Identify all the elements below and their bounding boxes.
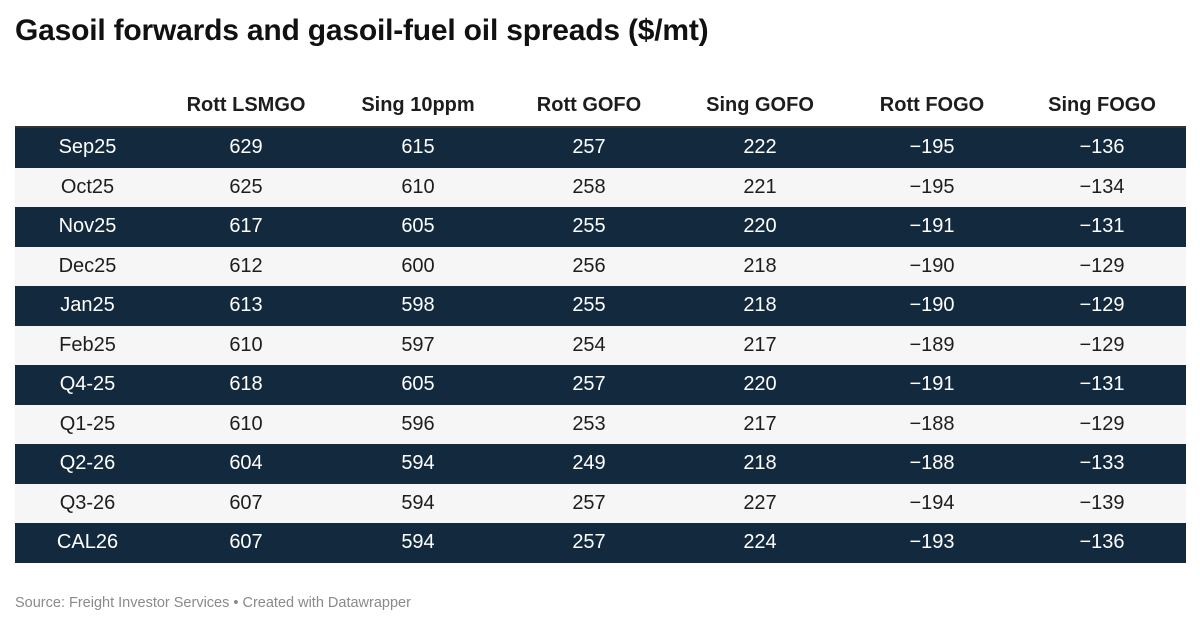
- table-cell: −191: [909, 215, 955, 238]
- table-cell: 218: [743, 452, 777, 475]
- row-label: Q2-26: [59, 452, 116, 475]
- table-cell: −193: [909, 531, 955, 554]
- table-cell: 594: [401, 491, 435, 514]
- table-cell: 612: [229, 254, 263, 277]
- table-cell: −195: [909, 175, 955, 198]
- table-cell: −194: [909, 491, 955, 514]
- table-cell: −191: [909, 373, 955, 396]
- table-cell: −129: [1079, 294, 1125, 317]
- table-cell: 217: [743, 412, 777, 435]
- table-cell: 617: [229, 215, 263, 238]
- row-label: Jan25: [60, 294, 115, 317]
- table-row: Q1-25 610 596 253 217 −188 −129: [15, 404, 1186, 444]
- table-row: Q2-26 604 594 249 218 −188 −133: [15, 444, 1186, 484]
- table-cell: −190: [909, 254, 955, 277]
- table-cell: 227: [743, 491, 777, 514]
- table-cell: 224: [743, 531, 777, 554]
- table-cell: 217: [743, 333, 777, 356]
- source-note: Source: Freight Investor Services • Crea…: [15, 595, 411, 611]
- table-cell: 255: [572, 215, 606, 238]
- table-cell: 613: [229, 294, 263, 317]
- table-cell: 257: [572, 491, 606, 514]
- table-cell: 257: [572, 373, 606, 396]
- table-row: Oct25 625 610 258 221 −195 −134: [15, 167, 1186, 207]
- table-header: Rott LSMGO Sing 10ppm Rott GOFO Sing GOFO Ro…: [15, 84, 1186, 128]
- row-label: CAL26: [56, 531, 119, 554]
- column-header: Sing GOFO: [706, 93, 814, 116]
- table-cell: 257: [572, 531, 606, 554]
- table-row: Nov25 617 605 255 220 −191 −131: [15, 207, 1186, 247]
- row-label: Oct25: [60, 175, 115, 198]
- table-cell: 257: [572, 136, 606, 159]
- table-row: Sep25 629 615 257 222 −195 −136: [15, 128, 1186, 168]
- table-row: CAL26 607 594 257 224 −193 −136: [15, 523, 1186, 563]
- table-cell: 605: [401, 215, 435, 238]
- table-cell: 596: [401, 412, 435, 435]
- column-header: Sing FOGO: [1048, 93, 1156, 116]
- column-header: Rott LSMGO: [186, 93, 306, 116]
- row-label: Dec25: [58, 254, 117, 277]
- table-cell: −189: [909, 333, 955, 356]
- table-cell: 220: [743, 373, 777, 396]
- table-cell: 258: [572, 175, 606, 198]
- table-cell: 610: [401, 175, 435, 198]
- table-cell: 598: [401, 294, 435, 317]
- table-cell: −190: [909, 294, 955, 317]
- table-cell: −139: [1079, 491, 1125, 514]
- data-table: Rott LSMGO Sing 10ppm Rott GOFO Sing GOFO Ro…: [15, 84, 1186, 563]
- table-cell: 594: [401, 531, 435, 554]
- table-cell: 218: [743, 254, 777, 277]
- table-cell: −129: [1079, 254, 1125, 277]
- table-cell: −188: [909, 412, 955, 435]
- table-cell: −136: [1079, 531, 1125, 554]
- table-row: Q3-26 607 594 257 227 −194 −139: [15, 483, 1186, 523]
- column-header: Rott GOFO: [536, 93, 642, 116]
- table-body: Sep25 629 615 257 222 −195 −136 Oct25 625 610 258 2…: [15, 128, 1186, 563]
- table-cell: 221: [743, 175, 777, 198]
- table-cell: 254: [572, 333, 606, 356]
- table-cell: −129: [1079, 412, 1125, 435]
- row-label: Feb25: [59, 333, 116, 356]
- row-label: Q1-25: [59, 412, 116, 435]
- table-cell: 597: [401, 333, 435, 356]
- table-cell: 618: [229, 373, 263, 396]
- table-cell: 610: [229, 333, 263, 356]
- table-cell: 249: [572, 452, 606, 475]
- table-row: Jan25 613 598 255 218 −190 −129: [15, 286, 1186, 326]
- table-cell: 629: [229, 136, 263, 159]
- column-header: Rott FOGO: [879, 93, 985, 116]
- row-label: Q4-25: [59, 373, 116, 396]
- table-cell: 218: [743, 294, 777, 317]
- table-cell: 220: [743, 215, 777, 238]
- table-cell: −136: [1079, 136, 1125, 159]
- table-cell: 255: [572, 294, 606, 317]
- table-cell: −129: [1079, 333, 1125, 356]
- table-cell: 605: [401, 373, 435, 396]
- row-label: Sep25: [58, 136, 117, 159]
- table-row: Dec25 612 600 256 218 −190 −129: [15, 246, 1186, 286]
- chart-title: Gasoil forwards and gasoil-fuel oil spre…: [15, 14, 709, 47]
- table-cell: 600: [401, 254, 435, 277]
- table-cell: −131: [1079, 215, 1125, 238]
- table-cell: 607: [229, 491, 263, 514]
- table-cell: 594: [401, 452, 435, 475]
- table-cell: −188: [909, 452, 955, 475]
- row-label: Nov25: [58, 215, 117, 238]
- row-label: Q3-26: [59, 491, 116, 514]
- column-header: Sing 10ppm: [361, 93, 475, 116]
- table-cell: −131: [1079, 373, 1125, 396]
- table-cell: 253: [572, 412, 606, 435]
- table-cell: 607: [229, 531, 263, 554]
- table-cell: 604: [229, 452, 263, 475]
- table-row: Feb25 610 597 254 217 −189 −129: [15, 325, 1186, 365]
- table-cell: 625: [229, 175, 263, 198]
- table-cell: −195: [909, 136, 955, 159]
- table-cell: 610: [229, 412, 263, 435]
- table-cell: −133: [1079, 452, 1125, 475]
- table-row: Q4-25 618 605 257 220 −191 −131: [15, 365, 1186, 405]
- table-cell: 615: [401, 136, 435, 159]
- table-cell: 256: [572, 254, 606, 277]
- table-cell: −134: [1079, 175, 1125, 198]
- table-cell: 222: [743, 136, 777, 159]
